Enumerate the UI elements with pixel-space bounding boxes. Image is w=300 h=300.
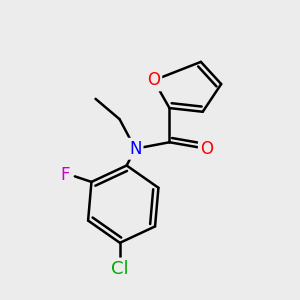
Text: O: O xyxy=(200,140,213,158)
Text: O: O xyxy=(147,71,160,89)
Text: F: F xyxy=(61,166,70,184)
Text: N: N xyxy=(129,140,142,158)
Text: Cl: Cl xyxy=(111,260,129,278)
